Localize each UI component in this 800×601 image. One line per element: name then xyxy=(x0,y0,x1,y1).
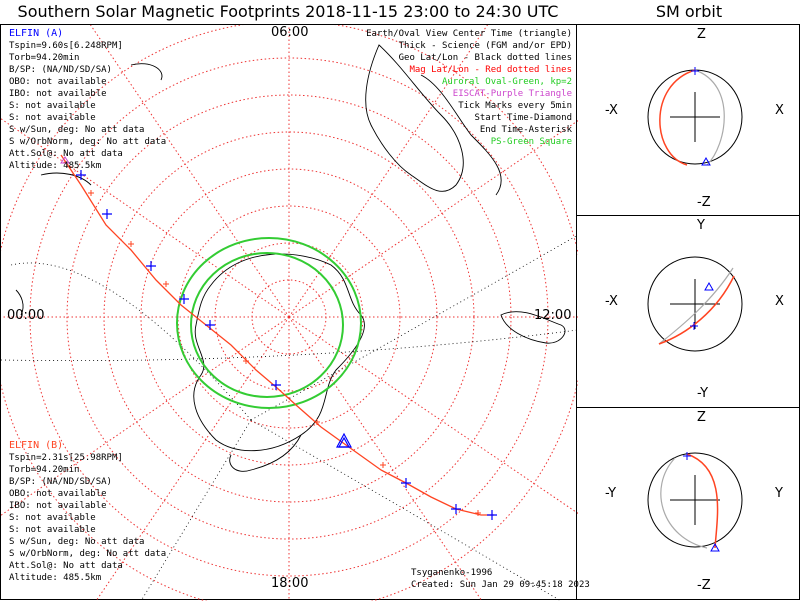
orbit2-left: -X xyxy=(605,294,618,309)
elfin-b-line: B/SP: (NA/ND/SD/SA) xyxy=(9,477,112,487)
orbit-title: SM orbit xyxy=(655,2,723,21)
orbit2-right: X xyxy=(775,294,784,309)
elfin-b-name: ELFIN (B) xyxy=(9,440,64,451)
elfin-b-ticks xyxy=(88,190,481,516)
footprint-svg xyxy=(1,25,578,601)
elfin-a-line: S: not available xyxy=(9,101,96,111)
elfin-a-ticks xyxy=(76,170,497,520)
orbit2-bottom: -Y xyxy=(697,386,709,401)
elfin-b-line: S w/Sun, deg: No att data xyxy=(9,537,145,547)
elfin-a-line: Torb=94.20min xyxy=(9,53,80,63)
elfin-b-lines: Tspin=2.31s[25.98RPM] Torb=94.20min B/SP: … xyxy=(9,452,166,584)
orbit1-right: X xyxy=(775,103,784,118)
legend-item: Thick - Science (FGM and/or EPD) xyxy=(398,41,572,51)
elfin-a-line: OBO: not available xyxy=(9,77,107,87)
orbit-xz-svg xyxy=(647,67,743,166)
view-center-triangle xyxy=(335,432,353,448)
elfin-a-line: S w/Sun, deg: No att data xyxy=(9,125,145,135)
elfin-a-line: IBO: not available xyxy=(9,89,107,99)
credits: Tsyganenko-1996 Created: Sun Jan 29 09:4… xyxy=(411,567,590,591)
eiscat-marker xyxy=(60,156,70,164)
legend: Earth/Oval View Center Time (triangle) Th… xyxy=(366,28,572,148)
footprint-panel: 06:00 00:00 12:00 18:00 ELFIN (A) Tspin=… xyxy=(0,24,590,601)
elfin-a-lines: Tspin=9.60s[6.248RPM] Torb=94.20min B/SP: … xyxy=(9,40,166,172)
legend-item: EISCAT-Purple Triangle xyxy=(452,89,572,99)
elfin-b-line: Tspin=2.31s[25.98RPM] xyxy=(9,453,123,463)
legend-item: Start Time-Diamond xyxy=(474,113,572,123)
elfin-a-line: B/SP: (NA/ND/SD/SA) xyxy=(9,65,112,75)
orbit1-bottom: -Z xyxy=(697,195,711,210)
orbit3-top: Z xyxy=(697,410,706,425)
elfin-a-block: ELFIN (A) Tspin=9.60s[6.248RPM] Torb=94.2… xyxy=(9,28,166,172)
elfin-b-line: OBO: not available xyxy=(9,489,107,499)
elfin-b-line: S w/OrbNorm, deg: No att data xyxy=(9,549,167,559)
clock-18: 18:00 xyxy=(271,576,309,591)
orbit2-top: Y xyxy=(697,218,705,233)
legend-item: Auroral Oval-Green, kp=2 xyxy=(441,77,572,87)
legend-item: Geo Lat/Lon - Black dotted lines xyxy=(398,53,572,63)
elfin-a-line: S w/OrbNorm, deg: No att data xyxy=(9,137,167,147)
elfin-a-line: Att.Sol@: No att data xyxy=(9,149,123,159)
orbit-yz-svg xyxy=(647,452,743,552)
auroral-ovals xyxy=(176,237,362,409)
elfin-a-line: Tspin=9.60s[6.248RPM] xyxy=(9,41,123,51)
orbit-xy-svg xyxy=(647,256,743,352)
created-time: Created: Sun Jan 29 09:45:18 2023 xyxy=(411,580,590,590)
clock-12: 12:00 xyxy=(534,308,572,323)
clock-06: 06:00 xyxy=(271,25,309,40)
elfin-b-line: IBO: not available xyxy=(9,501,107,511)
elfin-b-line: Att.Sol@: No att data xyxy=(9,561,123,571)
model-name: Tsyganenko-1996 xyxy=(411,568,493,578)
orbit-panel-yz: Z -Z -Y Y xyxy=(576,407,800,600)
page-title: Southern Solar Magnetic Footprints 2018-… xyxy=(17,2,559,21)
elfin-b-line: Altitude: 485.5km xyxy=(9,573,102,583)
elfin-b-line: Torb=94.20min xyxy=(9,465,80,475)
legend-item: PS-Green Square xyxy=(490,137,572,147)
orbit-panel-xy: Y -Y -X X xyxy=(576,215,800,408)
legend-item: Tick Marks every 5min xyxy=(458,101,572,111)
elfin-b-block: ELFIN (B) Tspin=2.31s[25.98RPM] Torb=94.2… xyxy=(9,440,166,584)
elfin-b-line: S: not available xyxy=(9,525,96,535)
elfin-a-line: Altitude: 485.5km xyxy=(9,161,102,171)
orbit-panel-xz: Z -Z -X X xyxy=(576,24,800,216)
orbit1-left: -X xyxy=(605,103,618,118)
orbit1-top: Z xyxy=(697,27,706,42)
orbit3-right: Y xyxy=(775,486,783,501)
elfin-a-name: ELFIN (A) xyxy=(9,28,64,39)
legend-item: End Time-Asterisk xyxy=(479,125,572,135)
geo-grid xyxy=(1,234,578,601)
orbit3-bottom: -Z xyxy=(697,578,711,593)
elfin-a-line: S: not available xyxy=(9,113,96,123)
clock-00: 00:00 xyxy=(7,308,45,323)
legend-item: Earth/Oval View Center Time (triangle) xyxy=(366,29,572,39)
coastlines xyxy=(15,44,566,472)
orbit3-left: -Y xyxy=(605,486,617,501)
elfin-b-line: S: not available xyxy=(9,513,96,523)
legend-item: Mag Lat/Lon - Red dotted lines xyxy=(409,65,572,75)
